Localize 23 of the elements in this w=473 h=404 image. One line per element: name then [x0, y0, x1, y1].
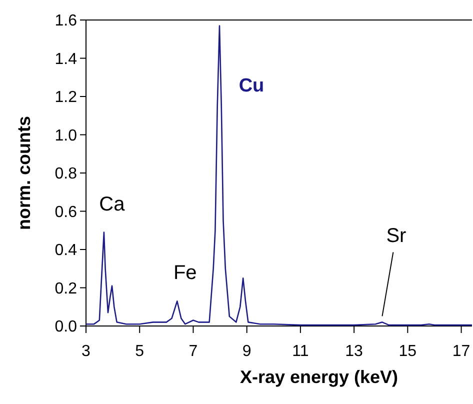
- y-axis-title: norm. counts: [14, 116, 34, 230]
- x-tick-label: 15: [398, 343, 417, 360]
- x-axis-title: X-ray energy (keV): [240, 367, 398, 387]
- y-tick-label: 0.6: [54, 204, 78, 221]
- y-tick-label: 0.0: [54, 318, 78, 336]
- y-tick-label: 0.4: [54, 242, 78, 260]
- annotation: Fe: [173, 262, 197, 284]
- x-tick-label: 13: [345, 343, 364, 360]
- x-tick-label: 3: [82, 343, 91, 360]
- y-tick-label: 1.6: [54, 12, 78, 30]
- x-tick-label: 9: [242, 343, 252, 360]
- y-tick-label: 1.4: [54, 50, 78, 68]
- annotation: Cu: [238, 76, 264, 97]
- x-tick-label: 5: [135, 343, 144, 360]
- x-tick-label: 17: [452, 343, 470, 360]
- x-tick-label: 7: [188, 343, 198, 360]
- y-tick-label: 0.2: [54, 280, 78, 298]
- annotation: Sr: [386, 225, 407, 248]
- annotation: Ca: [99, 193, 126, 216]
- y-tick-label: 0.8: [54, 166, 78, 183]
- x-tick-label: 11: [292, 343, 309, 360]
- y-tick-label: 1.2: [54, 89, 78, 106]
- y-tick-label: 1.0: [54, 127, 78, 144]
